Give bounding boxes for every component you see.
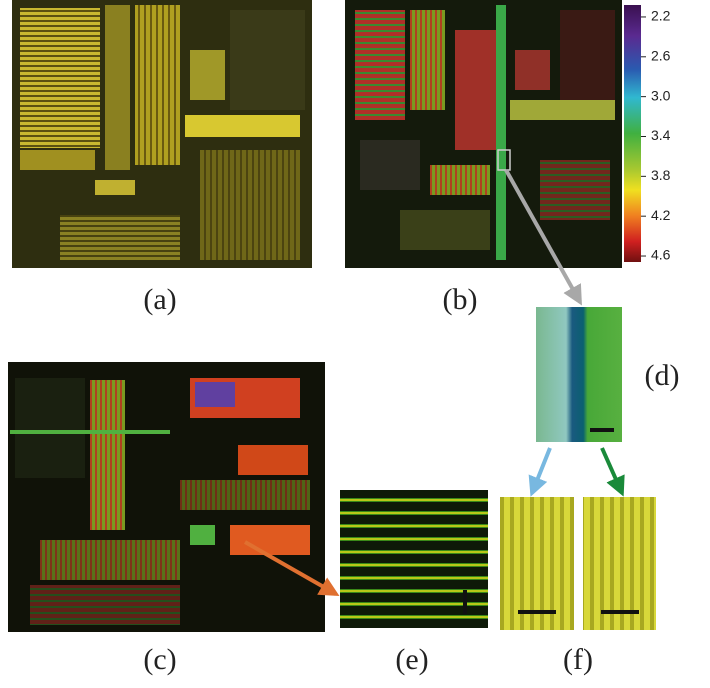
panel-a-image <box>12 0 312 268</box>
colorbar-tick-label: 4.2 <box>651 207 671 223</box>
panel-label: (c) <box>143 643 176 676</box>
panel-label: (b) <box>443 283 478 316</box>
panel-label: (a) <box>143 283 176 316</box>
panel-c-image <box>8 362 325 632</box>
colorbar-tick-label: 2.6 <box>651 48 671 64</box>
colorbar <box>624 5 641 262</box>
panel-label: (d) <box>645 359 680 392</box>
panel-e-image <box>340 490 488 628</box>
panel-label: (e) <box>395 643 428 676</box>
colorbar-tick-label: 2.2 <box>651 8 671 24</box>
panel-b-image <box>345 0 622 268</box>
colorbar-tick-label: 3.8 <box>651 167 671 183</box>
panel-f-image <box>500 497 656 630</box>
figure: 2.2 2.6 3.0 3.4 3.8 4.2 4.6 (a) (b) <box>0 0 710 688</box>
colorbar-tick-label: 4.6 <box>651 247 671 263</box>
colorbar-tick-label: 3.4 <box>651 127 671 143</box>
colorbar-tick-label: 3.0 <box>651 87 671 103</box>
panel-label: (f) <box>563 643 593 676</box>
panel-d-image <box>536 307 622 442</box>
